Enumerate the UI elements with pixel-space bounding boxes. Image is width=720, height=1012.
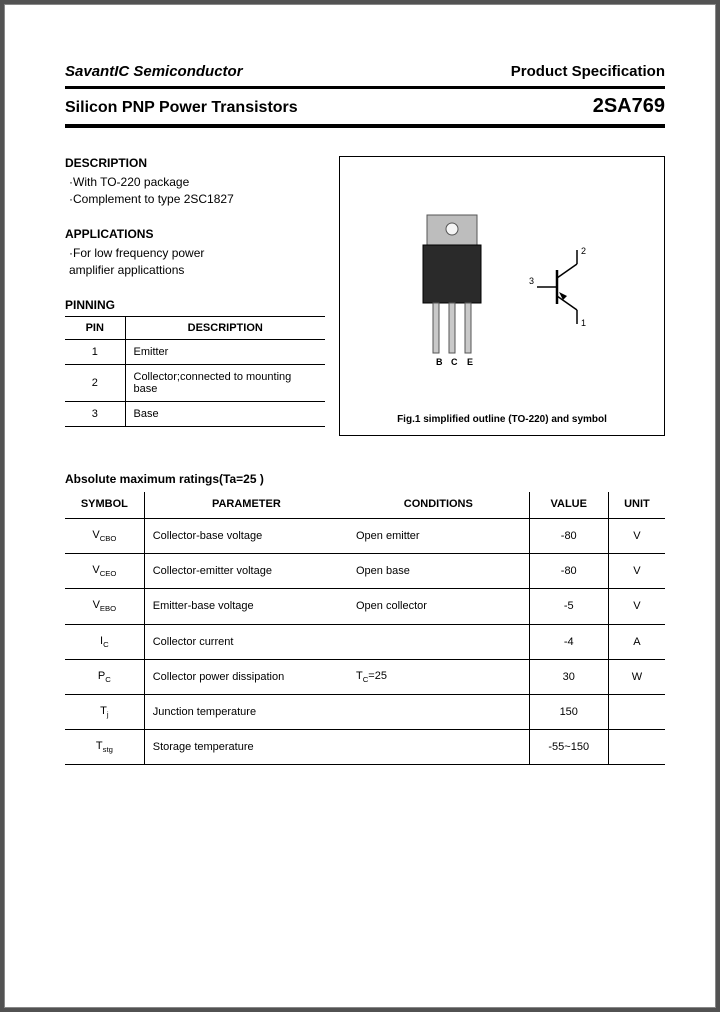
ratings-head: Absolute maximum ratings(Ta=25 ) (65, 472, 665, 486)
pin-desc: Base (125, 401, 325, 426)
table-row: VCEO Collector-emitter voltage Open base… (65, 554, 665, 589)
rule-top (65, 86, 665, 89)
param-cell: Storage temperature (144, 730, 348, 765)
company-name: SavantIC Semiconductor (65, 63, 243, 80)
table-row: 3 Base (65, 401, 325, 426)
right-column: B C E 2 3 1 (339, 156, 665, 436)
val-cell: 30 (529, 659, 608, 694)
cond-cell: Open base (348, 554, 529, 589)
sym-cell: PC (65, 659, 144, 694)
table-row: VEBO Emitter-base voltage Open collector… (65, 589, 665, 624)
val-cell: -4 (529, 624, 608, 659)
pin-col-desc: DESCRIPTION (125, 316, 325, 339)
pin-desc: Collector;connected to mounting base (125, 364, 325, 401)
left-column: DESCRIPTION ·With TO-220 package ·Comple… (65, 156, 325, 436)
col-value: VALUE (529, 492, 608, 519)
pin-cell: 2 (65, 364, 125, 401)
pin-desc: Emitter (125, 339, 325, 364)
cond-cell: Open collector (348, 589, 529, 624)
table-row: 2 Collector;connected to mounting base (65, 364, 325, 401)
val-cell: -5 (529, 589, 608, 624)
param-cell: Emitter-base voltage (144, 589, 348, 624)
app-line-1: ·For low frequency power (65, 245, 325, 262)
svg-text:B: B (436, 357, 443, 367)
param-cell: Collector-base voltage (144, 519, 348, 554)
cond-cell (348, 624, 529, 659)
unit-cell: V (608, 519, 665, 554)
unit-cell (608, 730, 665, 765)
product-subtitle: Silicon PNP Power Transistors (65, 99, 298, 117)
col-parameter: PARAMETER (144, 492, 348, 519)
sym-cell: Tstg (65, 730, 144, 765)
param-cell: Collector current (144, 624, 348, 659)
val-cell: 150 (529, 694, 608, 729)
ratings-table: SYMBOL PARAMETER CONDITIONS VALUE UNIT V… (65, 492, 665, 765)
val-cell: -80 (529, 554, 608, 589)
val-cell: -80 (529, 519, 608, 554)
svg-text:1: 1 (581, 318, 586, 328)
unit-cell: A (608, 624, 665, 659)
header-row: SavantIC Semiconductor Product Specifica… (65, 63, 665, 80)
svg-text:3: 3 (529, 276, 534, 286)
description-head: DESCRIPTION (65, 156, 325, 170)
to220-package-icon: B C E (407, 207, 497, 367)
table-row: Tj Junction temperature 150 (65, 694, 665, 729)
unit-cell: V (608, 554, 665, 589)
param-cell: Collector power dissipation (144, 659, 348, 694)
desc-line-2: ·Complement to type 2SC1827 (65, 191, 325, 208)
cond-cell: Open emitter (348, 519, 529, 554)
svg-text:2: 2 (581, 246, 586, 256)
title-row: Silicon PNP Power Transistors 2SA769 (65, 95, 665, 118)
pinning-head: PINNING (65, 298, 325, 312)
desc-line-1: ·With TO-220 package (65, 174, 325, 191)
cond-cell (348, 694, 529, 729)
param-cell: Junction temperature (144, 694, 348, 729)
sym-cell: IC (65, 624, 144, 659)
svg-text:E: E (467, 357, 473, 367)
table-row: IC Collector current -4 A (65, 624, 665, 659)
figure-art: B C E 2 3 1 (340, 207, 664, 367)
pin-cell: 3 (65, 401, 125, 426)
applications-body: ·For low frequency power amplifier appli… (65, 245, 325, 280)
description-body: ·With TO-220 package ·Complement to type… (65, 174, 325, 209)
rule-third (65, 127, 665, 128)
table-row: Tstg Storage temperature -55~150 (65, 730, 665, 765)
cond-cell: TC=25 (348, 659, 529, 694)
figure-box: B C E 2 3 1 (339, 156, 665, 436)
pin-col-pin: PIN (65, 316, 125, 339)
part-number: 2SA769 (593, 95, 665, 118)
sym-cell: VEBO (65, 589, 144, 624)
spec-label: Product Specification (511, 63, 665, 80)
datasheet-page: SavantIC Semiconductor Product Specifica… (4, 4, 716, 1008)
content-top: DESCRIPTION ·With TO-220 package ·Comple… (65, 156, 665, 436)
cond-cell (348, 730, 529, 765)
unit-cell: V (608, 589, 665, 624)
unit-cell (608, 694, 665, 729)
figure-caption: Fig.1 simplified outline (TO-220) and sy… (397, 414, 607, 425)
sym-cell: Tj (65, 694, 144, 729)
applications-head: APPLICATIONS (65, 227, 325, 241)
col-conditions: CONDITIONS (348, 492, 529, 519)
table-row: PC Collector power dissipation TC=25 30 … (65, 659, 665, 694)
val-cell: -55~150 (529, 730, 608, 765)
unit-cell: W (608, 659, 665, 694)
param-cell: Collector-emitter voltage (144, 554, 348, 589)
pinning-table: PIN DESCRIPTION 1 Emitter 2 Collector;co… (65, 316, 325, 427)
sym-cell: VCBO (65, 519, 144, 554)
table-row: VCBO Collector-base voltage Open emitter… (65, 519, 665, 554)
col-symbol: SYMBOL (65, 492, 144, 519)
table-row: 1 Emitter (65, 339, 325, 364)
pnp-symbol-icon: 2 3 1 (527, 242, 597, 332)
pin-cell: 1 (65, 339, 125, 364)
app-line-2: amplifier applicattions (65, 262, 325, 279)
svg-text:C: C (451, 357, 458, 367)
sym-cell: VCEO (65, 554, 144, 589)
col-unit: UNIT (608, 492, 665, 519)
